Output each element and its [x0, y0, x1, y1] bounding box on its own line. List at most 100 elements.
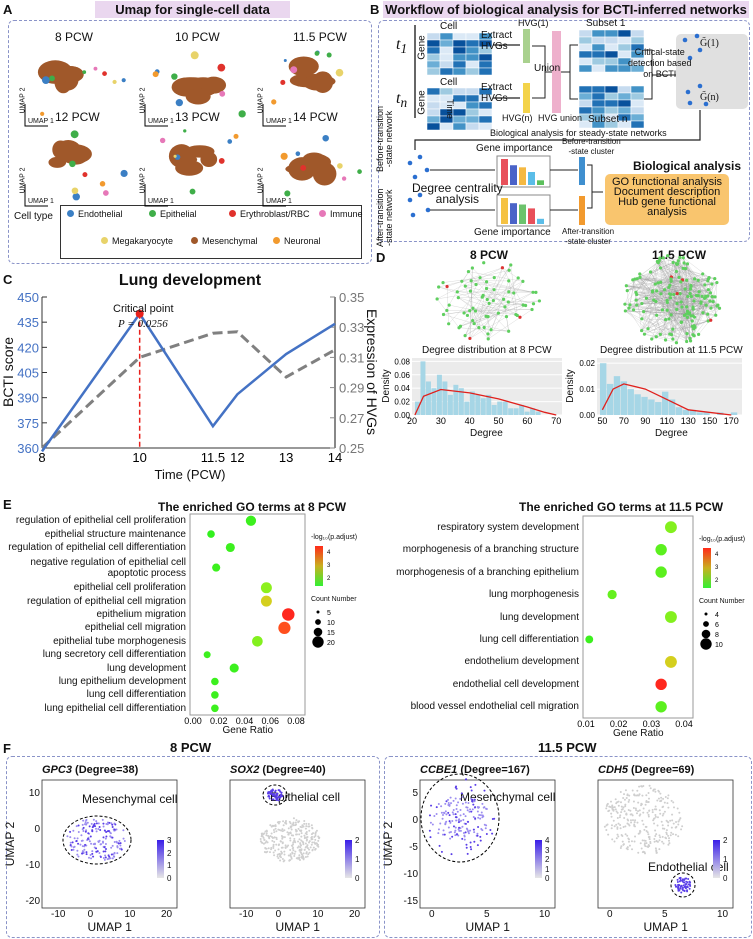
network-edge — [669, 257, 680, 335]
cluster-outline — [420, 773, 500, 863]
bio-item: Hub gene functional — [618, 196, 716, 208]
network-edge — [485, 316, 492, 330]
panel-label-b: B — [370, 2, 380, 17]
cell-point — [272, 845, 275, 848]
hist-bar — [480, 398, 486, 415]
cell-point — [292, 821, 295, 824]
cell-point — [70, 845, 73, 848]
network-node — [512, 291, 516, 295]
cell-point — [667, 843, 670, 846]
umap-xlabel: UMAP 1 — [266, 118, 292, 125]
cell-point — [669, 819, 672, 822]
legend-label: Erythroblast/RBC — [240, 209, 310, 219]
network-edge — [678, 260, 691, 290]
network-edge — [472, 267, 504, 300]
network-node — [642, 309, 646, 314]
feature-title: CCBE1 (Degree=167) — [420, 764, 530, 776]
expr-point — [428, 829, 431, 832]
cell-point — [654, 815, 657, 818]
network-edge — [653, 296, 707, 301]
network-node — [518, 315, 522, 319]
network-node — [677, 275, 681, 279]
size-legend-dot — [316, 610, 320, 614]
cell-point — [651, 811, 654, 814]
cell-point — [622, 796, 625, 799]
cell-point — [611, 808, 614, 811]
network-node — [674, 261, 679, 266]
network-node — [625, 289, 629, 293]
cell-point — [95, 830, 98, 833]
network-edge — [487, 281, 523, 317]
network-edge — [636, 304, 688, 334]
cell-point — [652, 819, 655, 822]
network-edge — [639, 277, 672, 315]
cell-point — [620, 811, 623, 814]
expr-point — [485, 832, 488, 835]
go-term-label: epithelial tube morphogenesis — [53, 635, 186, 647]
cell-point — [655, 851, 658, 854]
cell-cluster — [72, 192, 80, 201]
cell-point — [459, 797, 462, 800]
cell-point — [270, 846, 273, 849]
go-term-label: endothelium development — [464, 656, 579, 668]
cell-point — [76, 849, 79, 852]
cell-point — [297, 840, 300, 843]
cell-point — [295, 829, 298, 832]
cell-point — [639, 842, 642, 845]
expr-point — [476, 844, 479, 847]
expr-point — [461, 837, 464, 840]
cell-point — [467, 832, 470, 835]
cell-cluster — [322, 134, 329, 142]
cell-point — [289, 837, 292, 840]
network-node — [627, 306, 631, 310]
cell-point — [670, 826, 673, 829]
cell-point — [670, 799, 673, 802]
cell-point — [291, 847, 294, 850]
cell-point — [605, 804, 608, 807]
gene-importance-top: Gene importance — [476, 143, 553, 154]
expr-point — [87, 832, 90, 835]
cell-point — [278, 828, 281, 831]
network-node — [674, 341, 679, 345]
cell-point — [294, 841, 297, 844]
legend-swatch — [191, 237, 198, 244]
network-edge — [681, 300, 710, 303]
umap-axes — [262, 184, 286, 207]
y-tick-label: 0.01 — [579, 385, 595, 394]
cell-point — [465, 806, 468, 809]
x-tick-label: 20 — [349, 909, 361, 920]
cell-point — [282, 824, 285, 827]
cell-point — [293, 852, 296, 855]
cell-point — [299, 825, 302, 828]
cell-point — [622, 843, 625, 846]
cell-point — [281, 858, 284, 861]
network-node — [635, 292, 639, 297]
legend-swatch — [319, 210, 326, 217]
feature-xlabel: UMAP 1 — [643, 920, 688, 934]
y2-tick-label: 0.27 — [339, 411, 364, 426]
hist-bar — [668, 399, 676, 415]
cell-point — [268, 851, 271, 854]
cell-point — [671, 813, 674, 816]
hist-bar — [689, 409, 696, 415]
cell-point — [314, 848, 317, 851]
cell-point — [663, 810, 666, 813]
cell-point — [103, 858, 106, 861]
go-xlabel: Gene Ratio — [222, 725, 274, 736]
network-edge — [468, 271, 494, 301]
network-edge — [460, 304, 524, 327]
network-edge — [508, 280, 517, 315]
network-node — [638, 272, 642, 276]
size-tick: 20 — [327, 640, 335, 647]
cell-point — [81, 845, 84, 848]
cell-point — [280, 846, 283, 849]
cell-point — [662, 797, 665, 800]
expr-point — [277, 796, 280, 799]
cell-point — [449, 821, 452, 824]
network-edge — [660, 262, 674, 269]
cell-point — [289, 849, 292, 852]
network-node — [706, 279, 710, 283]
cell-point — [115, 828, 118, 831]
hist-bar — [508, 408, 514, 415]
x-tick-label: 5 — [662, 909, 668, 920]
